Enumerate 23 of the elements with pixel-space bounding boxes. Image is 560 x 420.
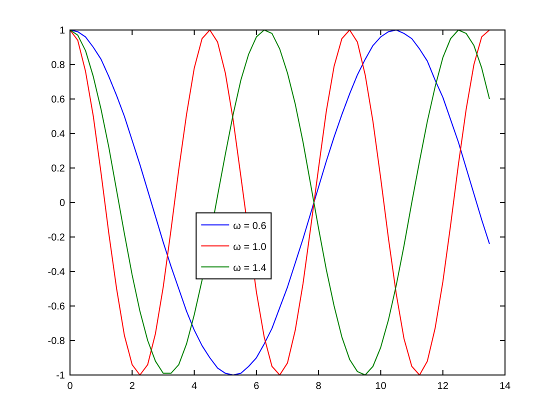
y-tick-label: -0.4 <box>48 267 66 278</box>
y-tick-label: 0.2 <box>51 164 66 174</box>
y-tick-label: -0.6 <box>48 302 66 312</box>
x-tick-label: 12 <box>437 381 449 392</box>
x-tick-label: 14 <box>499 381 511 392</box>
line-series <box>70 30 490 376</box>
y-tick-label: 0.6 <box>51 94 66 106</box>
x-tick-label: 10 <box>375 381 387 392</box>
x-tick-label: 2 <box>129 381 136 392</box>
y-tick-label: 0 <box>59 198 66 209</box>
y-tick-label: 0.8 <box>51 60 66 71</box>
x-tick-label: 6 <box>254 381 260 392</box>
legend-label: ω = 1.0 <box>233 242 267 253</box>
y-tick-label: 0.4 <box>51 129 66 140</box>
legend-label: ω = 0.6 <box>233 220 267 232</box>
x-tick-label: 0 <box>67 381 74 392</box>
y-tick-label: -0.8 <box>48 336 66 347</box>
y-tick-label: 1 <box>59 26 66 36</box>
x-tick-label: 4 <box>192 381 198 392</box>
x-tick-label: 8 <box>316 381 322 392</box>
y-tick-label: -1 <box>56 370 66 382</box>
legend-label: ω = 1.4 <box>233 262 267 274</box>
y-tick-label: -0.2 <box>48 232 66 244</box>
